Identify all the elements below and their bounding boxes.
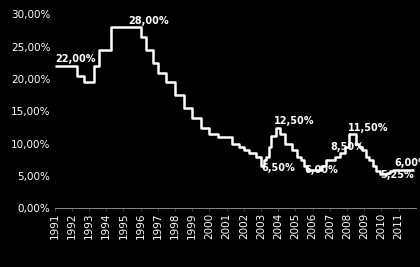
Text: 12,50%: 12,50%	[274, 116, 315, 126]
Text: 6,00%: 6,00%	[304, 165, 338, 175]
Text: 8,50%: 8,50%	[331, 142, 365, 152]
Text: 11,50%: 11,50%	[348, 123, 388, 133]
Text: 28,00%: 28,00%	[129, 16, 169, 26]
Text: 22,00%: 22,00%	[55, 54, 96, 64]
Text: 5,25%: 5,25%	[381, 170, 414, 180]
Text: 6,50%: 6,50%	[262, 163, 296, 173]
Text: 6,00%: 6,00%	[394, 158, 420, 168]
